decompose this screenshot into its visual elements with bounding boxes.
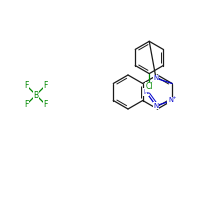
Text: B: B: [33, 90, 39, 99]
Text: F: F: [24, 100, 29, 109]
Text: F: F: [24, 81, 29, 90]
Text: N: N: [143, 89, 149, 95]
Text: F: F: [43, 81, 48, 90]
Text: N: N: [153, 75, 159, 81]
Text: Cl: Cl: [145, 82, 153, 91]
Text: N⁺: N⁺: [168, 98, 176, 104]
Text: F: F: [43, 100, 48, 109]
Text: N: N: [153, 103, 159, 109]
